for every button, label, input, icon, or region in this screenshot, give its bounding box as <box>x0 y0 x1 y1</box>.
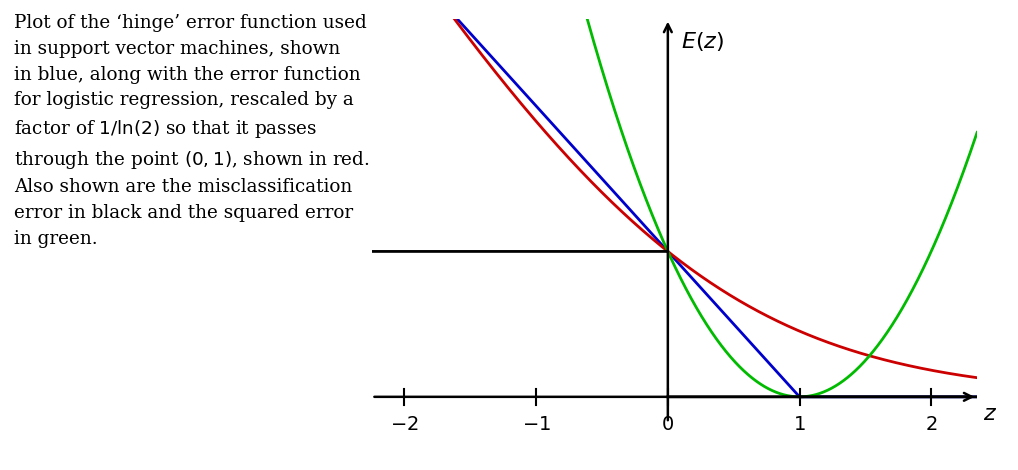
Text: $0$: $0$ <box>662 416 674 434</box>
Text: $E(z)$: $E(z)$ <box>681 30 724 53</box>
Text: $z$: $z$ <box>982 403 997 424</box>
Text: $-2$: $-2$ <box>390 416 418 434</box>
Text: $1$: $1$ <box>793 416 806 434</box>
Text: Plot of the ‘hinge’ error function used
in support vector machines, shown
in blu: Plot of the ‘hinge’ error function used … <box>14 14 371 248</box>
Text: $2$: $2$ <box>925 416 938 434</box>
Text: $-1$: $-1$ <box>521 416 551 434</box>
